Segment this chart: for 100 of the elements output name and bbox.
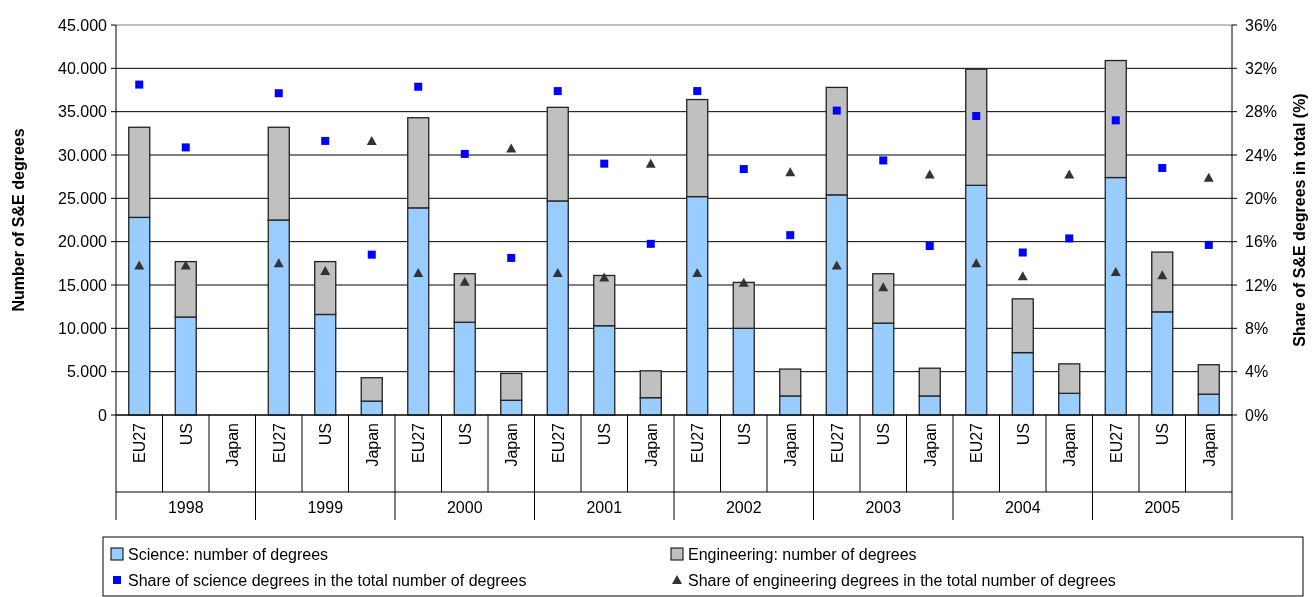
text: 1999 bbox=[307, 499, 344, 516]
legend-label: Share of science degrees in the total number of degrees bbox=[128, 571, 527, 589]
y-tick-label: 40.000 bbox=[58, 59, 108, 77]
point bbox=[1064, 169, 1075, 179]
x-tick-label: US bbox=[1014, 423, 1032, 446]
x-tick-label: Japan bbox=[782, 423, 800, 467]
y-tick-label: 20.000 bbox=[58, 233, 108, 251]
y2-tick-label: 36% bbox=[1245, 16, 1278, 34]
point bbox=[832, 106, 841, 115]
point bbox=[1158, 164, 1167, 172]
point bbox=[924, 169, 935, 179]
point bbox=[693, 87, 702, 96]
x-tick-label: Japan bbox=[224, 423, 242, 467]
point bbox=[273, 258, 284, 268]
point bbox=[738, 277, 749, 287]
y2-tick-label: 4% bbox=[1245, 363, 1269, 381]
text: 2004 bbox=[1004, 499, 1041, 516]
x-tick-label: EU27 bbox=[131, 422, 149, 464]
x-tick-label: EU27 bbox=[1107, 422, 1125, 464]
point bbox=[645, 158, 656, 168]
x-tick-label: EU27 bbox=[968, 422, 986, 464]
point bbox=[925, 242, 934, 250]
x-tick-label: Japan bbox=[921, 423, 939, 467]
point bbox=[1018, 248, 1027, 257]
point bbox=[599, 272, 610, 282]
legend-label: Engineering: number of degrees bbox=[688, 545, 917, 563]
x-tick-label: EU27 bbox=[689, 422, 707, 464]
x-tick-label: EU27 bbox=[410, 422, 428, 464]
x-tick-label: US bbox=[177, 423, 195, 446]
point bbox=[785, 167, 796, 177]
y-tick-label: 10.000 bbox=[58, 319, 108, 337]
y2-tick-label: 12% bbox=[1245, 276, 1278, 294]
point bbox=[274, 89, 283, 98]
text: 2001 bbox=[586, 499, 623, 516]
point bbox=[1204, 240, 1213, 249]
point bbox=[1017, 271, 1028, 281]
y2-axis-title: Share of S&E degrees in total (%) bbox=[1291, 93, 1308, 347]
point bbox=[879, 156, 888, 165]
text: 2000 bbox=[446, 499, 483, 516]
y-tick-label: 30.000 bbox=[58, 146, 108, 164]
point bbox=[552, 268, 563, 278]
point bbox=[180, 260, 191, 270]
x-tick-label: US bbox=[456, 423, 474, 446]
y2-tick-label: 0% bbox=[1245, 406, 1269, 424]
legend-label: Share of engineering degrees in the total number of degrees bbox=[688, 571, 1116, 589]
point bbox=[181, 143, 190, 152]
y-tick-label: 45.000 bbox=[58, 16, 108, 34]
y2-tick-label: 28% bbox=[1245, 103, 1278, 121]
point bbox=[367, 250, 376, 259]
x-tick-label: US bbox=[596, 423, 614, 446]
point bbox=[413, 268, 424, 278]
y-tick-label: 25.000 bbox=[58, 189, 108, 207]
y-axis-title: Number of S&E degrees bbox=[10, 128, 27, 312]
point bbox=[1157, 270, 1168, 280]
x-tick-label: US bbox=[875, 423, 893, 446]
point bbox=[600, 159, 609, 168]
point bbox=[971, 258, 982, 268]
legend-label: Science: number of degrees bbox=[128, 545, 329, 563]
y-tick-label: 5.000 bbox=[66, 363, 108, 381]
y2-tick-label: 32% bbox=[1245, 59, 1278, 77]
point bbox=[1110, 267, 1121, 276]
text: 1998 bbox=[167, 499, 204, 516]
x-tick-label: Japan bbox=[1200, 423, 1218, 467]
y2-tick-label: 24% bbox=[1245, 146, 1278, 164]
y-tick-label: 0 bbox=[98, 406, 108, 424]
point bbox=[320, 265, 331, 275]
x-tick-label: EU27 bbox=[270, 422, 288, 464]
x-tick-label: EU27 bbox=[549, 422, 567, 464]
point bbox=[972, 112, 981, 120]
point bbox=[692, 268, 703, 278]
text: 2005 bbox=[1144, 499, 1181, 516]
point bbox=[459, 276, 470, 286]
point bbox=[1065, 234, 1074, 243]
text: 2002 bbox=[725, 499, 762, 516]
x-tick-label: Japan bbox=[1061, 423, 1079, 467]
x-tick-label: US bbox=[317, 423, 335, 446]
point bbox=[134, 260, 145, 270]
point bbox=[1111, 116, 1120, 125]
x-tick-label: Japan bbox=[642, 423, 660, 467]
point bbox=[366, 135, 377, 145]
point bbox=[135, 80, 144, 89]
point bbox=[414, 82, 423, 91]
point bbox=[1203, 172, 1214, 182]
x-tick-label: US bbox=[1154, 423, 1172, 446]
x-tick-label: Japan bbox=[503, 423, 521, 467]
point bbox=[506, 143, 517, 153]
text: 2003 bbox=[865, 499, 902, 516]
y2-tick-label: 16% bbox=[1245, 233, 1278, 251]
point bbox=[507, 253, 516, 262]
y-tick-label: 35.000 bbox=[58, 103, 108, 121]
point bbox=[646, 239, 655, 248]
point bbox=[460, 149, 469, 158]
y-tick-label: 15.000 bbox=[58, 276, 108, 294]
x-tick-label: Japan bbox=[363, 423, 381, 467]
y2-tick-label: 8% bbox=[1245, 319, 1269, 337]
point bbox=[831, 260, 842, 270]
point bbox=[321, 136, 330, 145]
point bbox=[786, 231, 795, 240]
x-tick-label: EU27 bbox=[828, 422, 846, 464]
point bbox=[739, 165, 748, 174]
